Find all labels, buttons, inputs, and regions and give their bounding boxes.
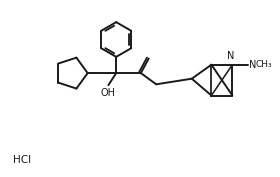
Text: OH: OH: [101, 88, 116, 98]
Text: N: N: [249, 60, 256, 70]
Text: HCl: HCl: [13, 155, 31, 165]
Text: N: N: [227, 51, 235, 61]
Text: CH₃: CH₃: [256, 60, 272, 69]
